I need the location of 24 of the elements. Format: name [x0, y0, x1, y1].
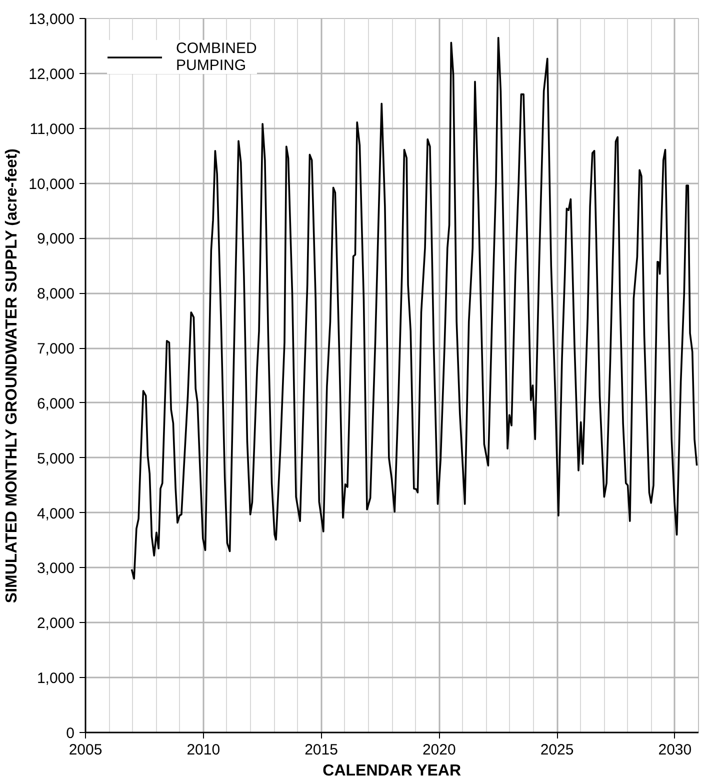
y-tick-label: 2,000	[36, 615, 75, 632]
legend-label: COMBINED PUMPING	[176, 40, 257, 74]
y-tick-label: 3,000	[36, 560, 75, 578]
x-axis-title: CALENDAR YEAR	[322, 762, 462, 780]
y-tick-label: 13,000	[28, 11, 75, 28]
y-tick-label: 4,000	[36, 505, 75, 522]
x-tick-label: 2015	[304, 742, 338, 758]
y-tick-label: 9,000	[36, 230, 75, 248]
x-tick-label: 2020	[422, 742, 456, 758]
y-tick-label: 5,000	[36, 450, 75, 468]
y-tick-label: 1,000	[36, 670, 75, 688]
x-tick-label: 2010	[186, 742, 220, 758]
y-tick-label: 11,000	[30, 120, 74, 138]
y-axis-title: SIMULATED MONTHLY GROUNDWATER SUPPLY (acre-feet)	[4, 148, 21, 604]
x-tick-label: 2030	[658, 742, 692, 758]
x-tick-label: 2025	[540, 742, 574, 758]
y-tick-label: 6,000	[36, 395, 75, 412]
y-tick-label: 8,000	[36, 286, 75, 303]
line-series	[130, 36, 698, 580]
y-tick-label: 0	[66, 725, 74, 742]
y-tick-label: 10,000	[28, 176, 75, 193]
x-tick-label: 2005	[68, 742, 102, 758]
y-tick-label: 7,000	[36, 340, 75, 358]
y-tick-label: 12,000	[28, 66, 75, 83]
